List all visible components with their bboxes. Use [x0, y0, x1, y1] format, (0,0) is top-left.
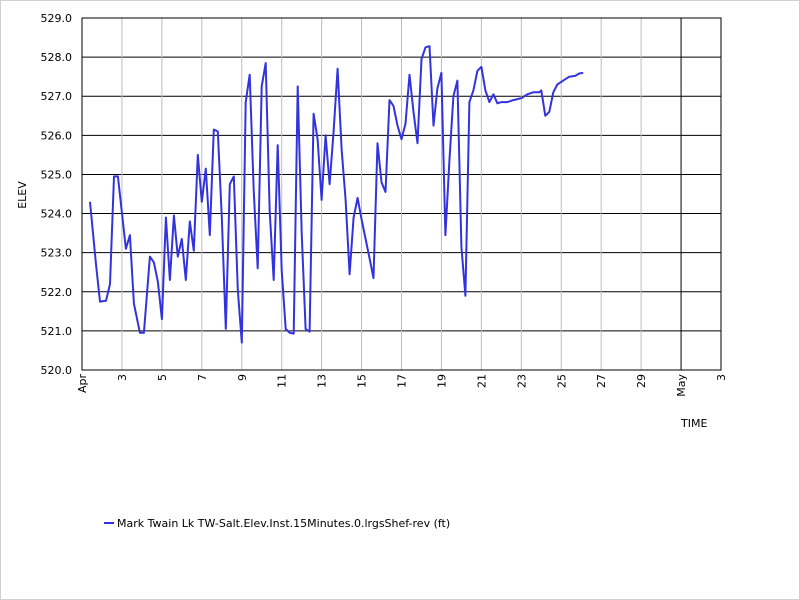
- x-tick-label: 29: [635, 374, 648, 388]
- x-tick-labels: Apr 3 5 7 9 11 13 15 17 19 21 23 25 27 29 May 3: [76, 374, 728, 397]
- y-axis-label: ELEV: [16, 181, 29, 209]
- x-tick-label: Apr: [76, 374, 89, 394]
- series-layer: [89, 45, 584, 344]
- x-tick-label: 11: [276, 374, 289, 388]
- y-tick-label: 526.0: [41, 129, 73, 142]
- y-tick-labels: 520.0 521.0 522.0 523.0 524.0 525.0 526.0 527.0…: [41, 12, 73, 377]
- x-tick-label: 19: [435, 374, 448, 388]
- x-tick-label: 17: [396, 374, 409, 388]
- y-tick-label: 525.0: [41, 168, 73, 181]
- y-tick-label: 523.0: [41, 247, 73, 260]
- x-tick-label: 3: [715, 374, 728, 381]
- plot-border: [81, 17, 722, 371]
- legend-swatch: [104, 522, 114, 524]
- y-tick-label: 520.0: [41, 364, 73, 377]
- x-tick-label: 21: [475, 374, 488, 388]
- x-tick-label: 13: [316, 374, 329, 388]
- x-tick-label: 7: [196, 374, 209, 381]
- y-tick-label: 527.0: [41, 90, 73, 103]
- legend: Mark Twain Lk TW-Salt.Elev.Inst.15Minute…: [104, 515, 450, 531]
- legend-label: Mark Twain Lk TW-Salt.Elev.Inst.15Minute…: [117, 516, 451, 530]
- x-tick-label: 25: [555, 374, 568, 388]
- x-tick-label: May: [675, 374, 688, 397]
- x-tick-label: 23: [515, 374, 528, 388]
- x-tick-label: 15: [356, 374, 369, 388]
- axes: [81, 17, 722, 371]
- x-tick-label: 3: [116, 374, 129, 381]
- x-tick-label: 5: [156, 374, 169, 381]
- y-tick-label: 529.0: [41, 12, 73, 25]
- grid-lines: [81, 17, 722, 371]
- y-tick-label: 522.0: [41, 286, 73, 299]
- x-axis-label: TIME: [680, 417, 707, 430]
- y-tick-label: 521.0: [41, 325, 73, 338]
- x-tick-label: 27: [595, 374, 608, 388]
- x-tick-label: 9: [236, 374, 249, 381]
- y-tick-label: 524.0: [41, 208, 73, 221]
- series-line-0: [89, 45, 584, 344]
- y-tick-label: 528.0: [41, 51, 73, 64]
